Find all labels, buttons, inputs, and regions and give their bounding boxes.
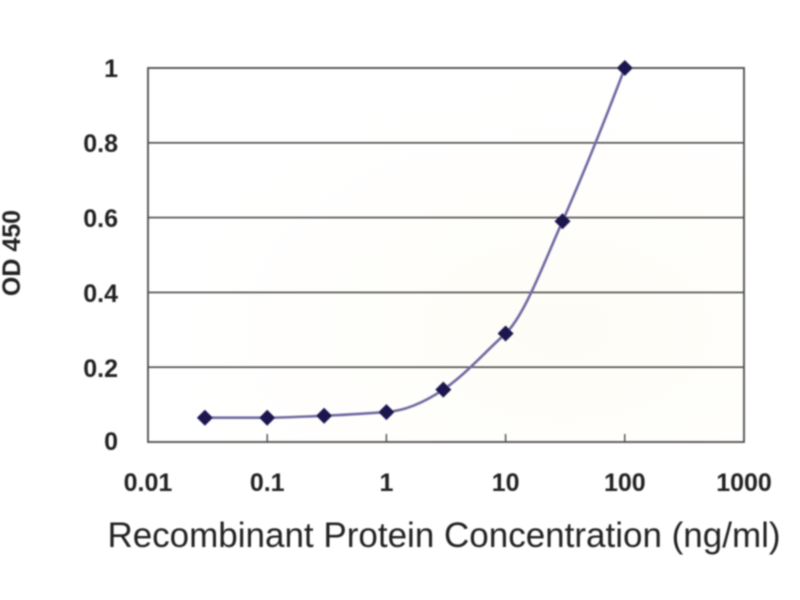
svg-text:0.4: 0.4 (83, 280, 118, 308)
svg-text:0.8: 0.8 (83, 130, 118, 158)
svg-text:100: 100 (604, 469, 646, 497)
svg-text:10: 10 (492, 469, 520, 497)
svg-text:0.01: 0.01 (124, 469, 173, 497)
svg-text:OD 450: OD 450 (0, 210, 26, 296)
svg-text:0: 0 (104, 428, 118, 456)
svg-text:1: 1 (379, 469, 393, 497)
svg-text:1: 1 (104, 55, 118, 83)
svg-text:Recombinant Protein Concentrat: Recombinant Protein Concentration (ng/ml… (107, 516, 780, 555)
svg-text:0.2: 0.2 (83, 355, 118, 383)
svg-text:1000: 1000 (716, 469, 772, 497)
svg-text:0.6: 0.6 (83, 205, 118, 233)
svg-text:0.1: 0.1 (250, 469, 285, 497)
